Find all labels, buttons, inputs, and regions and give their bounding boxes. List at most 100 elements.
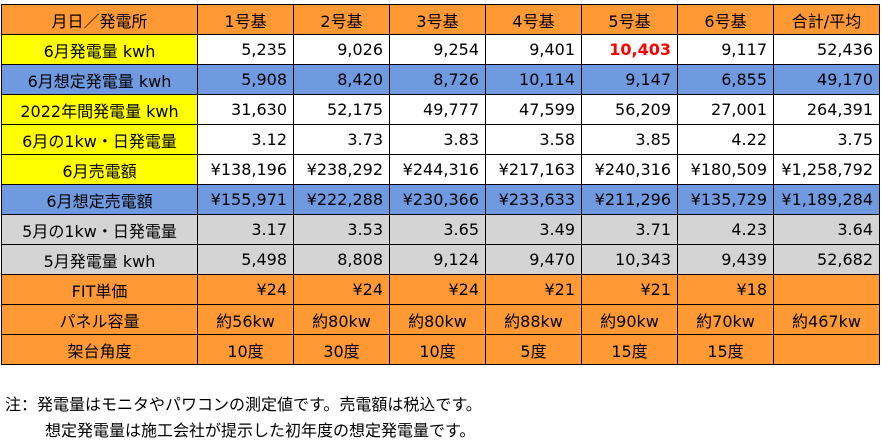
cell-plant2: 3.53 xyxy=(293,214,390,245)
cell-plant4: 5度 xyxy=(485,334,582,365)
cell-plant3: 8,726 xyxy=(389,64,486,95)
header-row: 月日／発電所 1号基 2号基 3号基 4号基 5号基 6号基 合計/平均 xyxy=(1,4,880,35)
cell-plant1: 10度 xyxy=(197,334,294,365)
cell-plant3: 10度 xyxy=(389,334,486,365)
cell-plant4: 10,114 xyxy=(485,64,582,95)
table-row: 6月売電額 ¥138,196 ¥238,292 ¥244,316 ¥217,163 ¥24… xyxy=(1,154,880,185)
cell-plant3: 9,124 xyxy=(389,244,486,275)
cell-plant6: 4.23 xyxy=(677,214,774,245)
header-cell-plant3: 3号基 xyxy=(389,4,486,35)
row-label: 6月の1kw・日発電量 xyxy=(1,124,198,155)
cell-plant2: ¥222,288 xyxy=(293,184,390,215)
cell-plant6: ¥180,509 xyxy=(677,154,774,185)
cell-plant4: 3.58 xyxy=(485,124,582,155)
header-corner-cell: 月日／発電所 xyxy=(1,4,198,35)
cell-plant3: ¥244,316 xyxy=(389,154,486,185)
cell-plant6: 9,117 xyxy=(677,34,774,65)
row-label: FIT単価 xyxy=(1,274,198,305)
cell-plant6: ¥18 xyxy=(677,274,774,305)
cell-plant4: 3.49 xyxy=(485,214,582,245)
cell-plant1: 3.17 xyxy=(197,214,294,245)
table-row: パネル容量 約56kw 約80kw 約80kw 約88kw 約90kw 約70kw 約467k… xyxy=(1,304,880,335)
row-label: 2022年間発電量 kwh xyxy=(1,94,198,125)
header-cell-plant2: 2号基 xyxy=(293,4,390,35)
cell-plant1: 5,235 xyxy=(197,34,294,65)
table-row: FIT単価 ¥24 ¥24 ¥24 ¥21 ¥21 ¥18 xyxy=(1,274,880,305)
row-label: 6月想定売電額 xyxy=(1,184,198,215)
table-row: 2022年間発電量 kwh 31,630 52,175 49,777 47,599 56,… xyxy=(1,94,880,125)
cell-plant3: 約80kw xyxy=(389,304,486,335)
cell-plant2: ¥238,292 xyxy=(293,154,390,185)
cell-plant3: 9,254 xyxy=(389,34,486,65)
cell-plant3: ¥230,366 xyxy=(389,184,486,215)
header-cell-plant1: 1号基 xyxy=(197,4,294,35)
cell-total: 52,436 xyxy=(773,34,880,65)
cell-plant5: 56,209 xyxy=(581,94,678,125)
row-label: 5月の1kw・日発電量 xyxy=(1,214,198,245)
cell-plant1: ¥138,196 xyxy=(197,154,294,185)
cell-plant5: ¥211,296 xyxy=(581,184,678,215)
cell-plant2: 52,175 xyxy=(293,94,390,125)
cell-plant4: ¥233,633 xyxy=(485,184,582,215)
cell-plant4: 約88kw xyxy=(485,304,582,335)
cell-total: 52,682 xyxy=(773,244,880,275)
cell-plant3: 3.65 xyxy=(389,214,486,245)
cell-plant1: 5,498 xyxy=(197,244,294,275)
note-line-2: 想定発電量は施工会社が提示した初年度の想定発電量です。 xyxy=(45,421,476,440)
header-cell-plant6: 6号基 xyxy=(677,4,774,35)
table-row: 5月発電量 kwh 5,498 8,808 9,124 9,470 10,343 9,439… xyxy=(1,244,880,275)
row-label: 6月売電額 xyxy=(1,154,198,185)
cell-plant1: 5,908 xyxy=(197,64,294,95)
cell-plant2: ¥24 xyxy=(293,274,390,305)
cell-plant5: ¥240,316 xyxy=(581,154,678,185)
table-row: 5月の1kw・日発電量 3.17 3.53 3.65 3.49 3.71 4.23 3.64 xyxy=(1,214,880,245)
cell-plant6: 15度 xyxy=(677,334,774,365)
cell-plant2: 30度 xyxy=(293,334,390,365)
cell-plant5: 3.71 xyxy=(581,214,678,245)
cell-plant4: 9,470 xyxy=(485,244,582,275)
cell-plant1: 3.12 xyxy=(197,124,294,155)
row-label: 6月発電量 kwh xyxy=(1,34,198,65)
row-label: 6月想定発電量 kwh xyxy=(1,64,198,95)
cell-plant1: ¥155,971 xyxy=(197,184,294,215)
cell-total: 3.64 xyxy=(773,214,880,245)
cell-total: 約467kw xyxy=(773,304,880,335)
cell-plant4: ¥217,163 xyxy=(485,154,582,185)
cell-plant5: 15度 xyxy=(581,334,678,365)
cell-plant4: 9,401 xyxy=(485,34,582,65)
cell-plant5: 10,343 xyxy=(581,244,678,275)
cell-plant2: 3.73 xyxy=(293,124,390,155)
cell-plant6: 約70kw xyxy=(677,304,774,335)
cell-plant2: 8,808 xyxy=(293,244,390,275)
row-label: 架台角度 xyxy=(1,334,198,365)
cell-plant3: ¥24 xyxy=(389,274,486,305)
table-row: 6月の1kw・日発電量 3.12 3.73 3.83 3.58 3.85 4.22 3.75 xyxy=(1,124,880,155)
cell-plant2: 9,026 xyxy=(293,34,390,65)
cell-total: ¥1,189,284 xyxy=(773,184,880,215)
cell-plant2: 約80kw xyxy=(293,304,390,335)
cell-plant3: 49,777 xyxy=(389,94,486,125)
notes: 注：発電量はモニタやパワコンの測定値です。売電額は税込です。 想定発電量は施工会… xyxy=(5,392,482,444)
cell-plant6: 9,439 xyxy=(677,244,774,275)
cell-plant3: 3.83 xyxy=(389,124,486,155)
cell-total: 3.75 xyxy=(773,124,880,155)
cell-plant6: 27,001 xyxy=(677,94,774,125)
cell-total: 264,391 xyxy=(773,94,880,125)
cell-total xyxy=(773,334,880,365)
note-line-1: 注：発電量はモニタやパワコンの測定値です。売電額は税込です。 xyxy=(5,395,482,414)
power-generation-table: 月日／発電所 1号基 2号基 3号基 4号基 5号基 6号基 合計/平均 6月発電量 kwh 5… xyxy=(1,4,880,365)
cell-plant6: ¥135,729 xyxy=(677,184,774,215)
cell-total: ¥1,258,792 xyxy=(773,154,880,185)
table-row: 6月発電量 kwh 5,235 9,026 9,254 9,401 10,403 9,117… xyxy=(1,34,880,65)
cell-plant6: 4.22 xyxy=(677,124,774,155)
table-row: 6月想定売電額 ¥155,971 ¥222,288 ¥230,366 ¥233,633 ¥… xyxy=(1,184,880,215)
cell-plant5: 9,147 xyxy=(581,64,678,95)
cell-plant5: 10,403 xyxy=(581,34,678,65)
cell-plant5: ¥21 xyxy=(581,274,678,305)
table-row: 架台角度 10度 30度 10度 5度 15度 15度 xyxy=(1,334,880,365)
cell-plant5: 3.85 xyxy=(581,124,678,155)
row-label: 5月発電量 kwh xyxy=(1,244,198,275)
header-cell-total: 合計/平均 xyxy=(773,4,880,35)
cell-total: 49,170 xyxy=(773,64,880,95)
cell-plant6: 6,855 xyxy=(677,64,774,95)
